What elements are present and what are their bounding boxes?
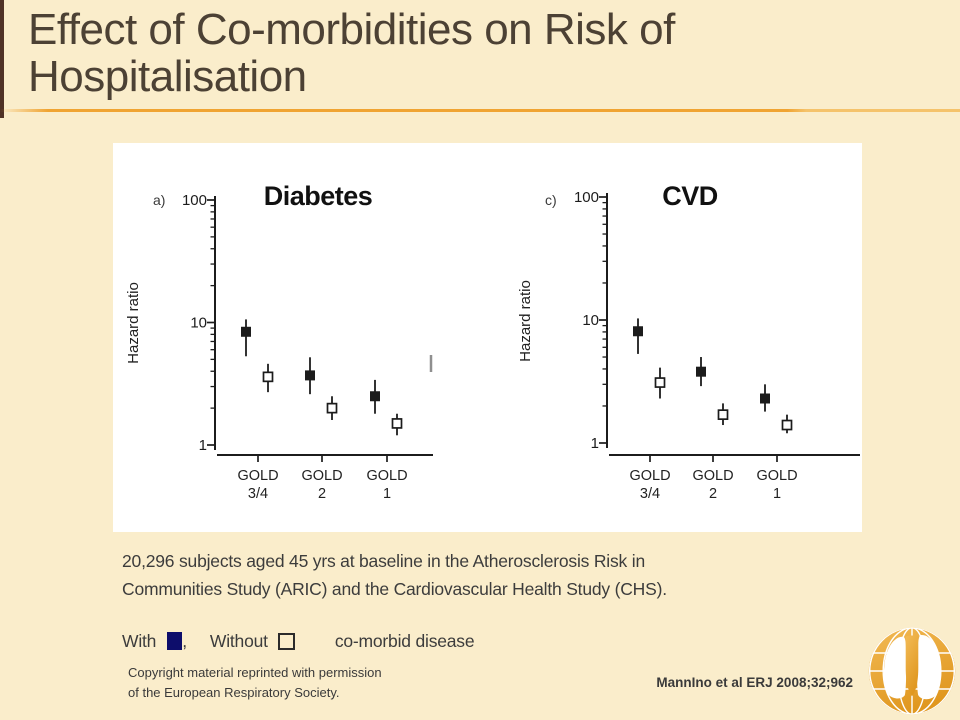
data-point-filled bbox=[305, 370, 315, 381]
legend-suffix-label: co-morbid disease bbox=[334, 630, 475, 651]
page-title-line2: Hospitalisation bbox=[28, 52, 307, 101]
legend-comma: , bbox=[182, 630, 187, 651]
y-axis-label: Hazard ratio bbox=[125, 282, 142, 364]
open-square-icon bbox=[277, 632, 295, 650]
filled-square-icon bbox=[167, 632, 183, 650]
data-point-filled bbox=[370, 391, 380, 402]
x-category-label: 1 bbox=[773, 486, 781, 502]
study-description-line2: Communities Study (ARIC) and the Cardiov… bbox=[122, 579, 667, 599]
data-point-open bbox=[717, 409, 729, 421]
legend-without-label: Without bbox=[209, 630, 268, 651]
copyright-line2: of the European Respiratory Society. bbox=[128, 685, 340, 700]
x-category-label: GOLD bbox=[366, 468, 407, 484]
y-tick-label: 10 bbox=[190, 315, 207, 332]
study-description-line1: 20,296 subjects aged 45 yrs at baseline … bbox=[122, 551, 645, 571]
data-point-open bbox=[391, 418, 403, 429]
diabetes-chart: 1 10 100 a) Diabetes Hazard ratio GOLD 3/4 GOLD 2… bbox=[125, 181, 433, 502]
x-category-label: GOLD bbox=[237, 468, 278, 484]
page-title-line1: Effect of Co-morbidities on Risk of bbox=[28, 5, 675, 54]
x-category-label: 3/4 bbox=[248, 486, 268, 502]
hazard-ratio-charts: 1 10 100 a) Diabetes Hazard ratio GOLD 3/4 GOLD 2… bbox=[125, 181, 860, 502]
chart-title: Diabetes bbox=[264, 181, 373, 211]
x-category-label: GOLD bbox=[629, 468, 670, 484]
x-category-label: 2 bbox=[318, 486, 326, 502]
study-description: 20,296 subjects aged 45 yrs at baseline … bbox=[122, 547, 782, 603]
data-point-filled bbox=[696, 366, 706, 377]
data-point-open bbox=[262, 371, 274, 383]
data-point-filled bbox=[760, 393, 770, 404]
title-underline bbox=[0, 109, 960, 112]
legend-with-label: With bbox=[122, 630, 157, 651]
panel-label: c) bbox=[545, 192, 557, 208]
copyright-notice: Copyright material reprinted with permis… bbox=[128, 663, 382, 703]
x-category-label: 3/4 bbox=[640, 486, 660, 502]
x-category-label: 1 bbox=[383, 486, 391, 502]
chart-title: CVD bbox=[662, 181, 718, 211]
data-point-filled bbox=[633, 326, 643, 337]
data-point-open bbox=[781, 419, 793, 431]
x-category-label: GOLD bbox=[692, 468, 733, 484]
figure-legend: With , Without co-morbid disease bbox=[122, 629, 475, 653]
x-category-label: GOLD bbox=[756, 468, 797, 484]
y-axis-label: Hazard ratio bbox=[517, 280, 534, 362]
data-point-filled bbox=[241, 326, 251, 337]
ers-globe-lungs-logo bbox=[868, 627, 956, 715]
cvd-chart: 1 10 100 c) CVD Hazard ratio GOLD 3/4 GOLD 2 GOLD 1 bbox=[517, 181, 860, 502]
y-tick-label: 100 bbox=[574, 189, 599, 206]
panel-label: a) bbox=[153, 192, 165, 208]
data-point-open bbox=[326, 402, 338, 414]
page-title: Effect of Co-morbidities on Risk of Hosp… bbox=[28, 6, 948, 100]
y-tick-label: 1 bbox=[591, 435, 599, 452]
y-tick-label: 1 bbox=[199, 437, 207, 454]
figure-panel: 1 10 100 a) Diabetes Hazard ratio GOLD 3/4 GOLD 2… bbox=[113, 143, 862, 532]
left-accent-bar bbox=[0, 0, 4, 118]
citation-reference: MannIno et al ERJ 2008;32;962 bbox=[656, 675, 853, 690]
y-tick-label: 100 bbox=[182, 192, 207, 209]
copyright-line1: Copyright material reprinted with permis… bbox=[128, 665, 382, 680]
data-point-open bbox=[654, 377, 666, 388]
x-category-label: 2 bbox=[709, 486, 717, 502]
y-tick-label: 10 bbox=[582, 312, 599, 329]
x-category-label: GOLD bbox=[301, 468, 342, 484]
